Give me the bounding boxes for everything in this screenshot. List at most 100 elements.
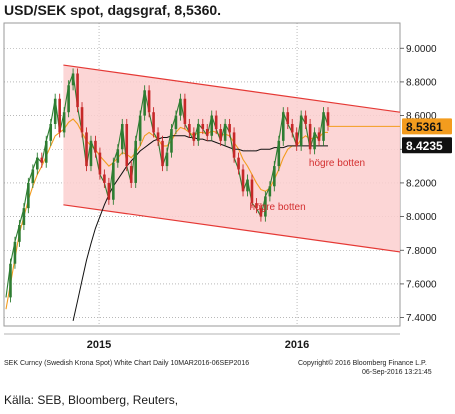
candle-body	[237, 157, 240, 170]
annotation-label: högre botten	[309, 158, 365, 169]
candle-body	[264, 196, 267, 217]
source-note: Källa: SEB, Bloomberg, Reuters,	[4, 393, 179, 407]
x-tick-label: 2016	[285, 339, 309, 351]
footer-timestamp: 06-Sep-2016 13:21:45	[362, 369, 432, 376]
candle-body	[313, 132, 316, 150]
candle-body	[214, 115, 218, 130]
last-value-label: 8.5361	[406, 120, 443, 134]
footer-left: SEK Curncy (Swedish Krona Spot) White Ch…	[4, 360, 249, 367]
candle-body	[197, 124, 200, 141]
last-value-label: 8.4235	[406, 139, 443, 153]
y-tick-label: 7.4000	[406, 313, 437, 324]
candle-body	[80, 107, 84, 133]
candle-body	[53, 98, 57, 124]
candle-body	[49, 124, 53, 141]
y-tick-label: 7.8000	[406, 246, 437, 257]
candle-body	[250, 179, 254, 204]
candle-body	[201, 124, 205, 130]
candle-body	[44, 140, 48, 163]
footer: SEK Curncy (Swedish Krona Spot) White Ch…	[4, 359, 432, 376]
candle-body	[76, 73, 79, 108]
candle-body	[94, 140, 97, 153]
candle-body	[85, 132, 88, 167]
candle-body	[179, 98, 182, 116]
candle-body	[36, 157, 39, 170]
candle-body	[58, 98, 61, 133]
candle-body	[156, 132, 160, 141]
candle-body	[18, 225, 21, 242]
candle-body	[22, 208, 26, 225]
candle-body	[277, 140, 281, 167]
candle-body	[281, 112, 285, 141]
candle-body	[273, 166, 276, 187]
candle-body	[290, 124, 294, 133]
candle-body	[138, 115, 142, 141]
candle-body	[286, 112, 290, 124]
last-value-badge	[402, 137, 452, 154]
candle-body	[120, 124, 124, 150]
candle-body	[161, 140, 164, 167]
candle-body	[125, 124, 129, 167]
candle-body	[183, 98, 187, 124]
y-tick-label: 8.2000	[406, 178, 437, 189]
candle-body	[210, 115, 214, 136]
candle-body	[174, 115, 178, 130]
annotation-label: högre botten	[250, 202, 306, 213]
candle-body	[89, 140, 93, 167]
candle-body	[259, 208, 263, 217]
candle-body	[304, 115, 307, 124]
x-tick-label: 2015	[87, 339, 111, 351]
y-tick-label: 8.6000	[406, 111, 437, 122]
y-tick-label: 7.6000	[406, 279, 437, 290]
candle-body	[308, 124, 312, 150]
y-tick-label: 8.0000	[406, 212, 437, 223]
candle-body	[170, 129, 173, 153]
candle-body	[241, 169, 245, 192]
channel-lower-line	[63, 204, 401, 253]
chart-title: USD/SEK spot, dagsgraf, 8,5360.	[4, 2, 222, 18]
candle-body	[112, 162, 115, 200]
footer-right: Copyright© 2016 Bloomberg Finance L.P.	[298, 359, 427, 367]
axes: 7.40007.60007.80008.00008.20008.40008.60…	[4, 44, 452, 351]
candle-body	[232, 132, 236, 158]
candle-body	[67, 85, 70, 113]
channel-fill	[63, 65, 401, 252]
candle-body	[116, 149, 120, 163]
candle-body	[143, 90, 146, 116]
candle-body	[326, 112, 330, 126]
candle-body	[322, 112, 325, 141]
y-tick-label: 8.8000	[406, 77, 437, 88]
candle-body	[317, 132, 321, 141]
candle-body	[27, 182, 30, 209]
candle-body	[223, 124, 227, 141]
candle-body	[71, 73, 75, 86]
annotations: högre botten högre botten	[250, 158, 366, 213]
candle-body	[192, 132, 196, 141]
candles	[9, 68, 330, 303]
candle-body	[103, 174, 106, 183]
candle-body	[205, 129, 209, 136]
candle-body	[246, 179, 249, 192]
candle-body	[107, 182, 111, 200]
candle-body	[299, 115, 303, 146]
candle-body	[188, 124, 191, 133]
candle-body	[13, 241, 17, 264]
candle-body	[219, 129, 222, 141]
y-tick-label: 9.0000	[406, 44, 437, 55]
ma-long-line	[72, 135, 328, 322]
candle-body	[9, 263, 12, 298]
candle-body	[147, 90, 151, 113]
channel-upper-line	[63, 64, 401, 113]
trend-channel	[63, 64, 401, 253]
candle-body	[62, 112, 66, 133]
candle-body	[98, 152, 102, 175]
candle-body	[295, 132, 298, 146]
candle-body	[129, 166, 133, 183]
candle-body	[165, 152, 169, 167]
candle-body	[152, 112, 155, 133]
last-value-badge	[402, 118, 452, 135]
candle-body	[31, 169, 35, 183]
candle-body	[268, 186, 272, 197]
candle-body	[40, 157, 44, 163]
